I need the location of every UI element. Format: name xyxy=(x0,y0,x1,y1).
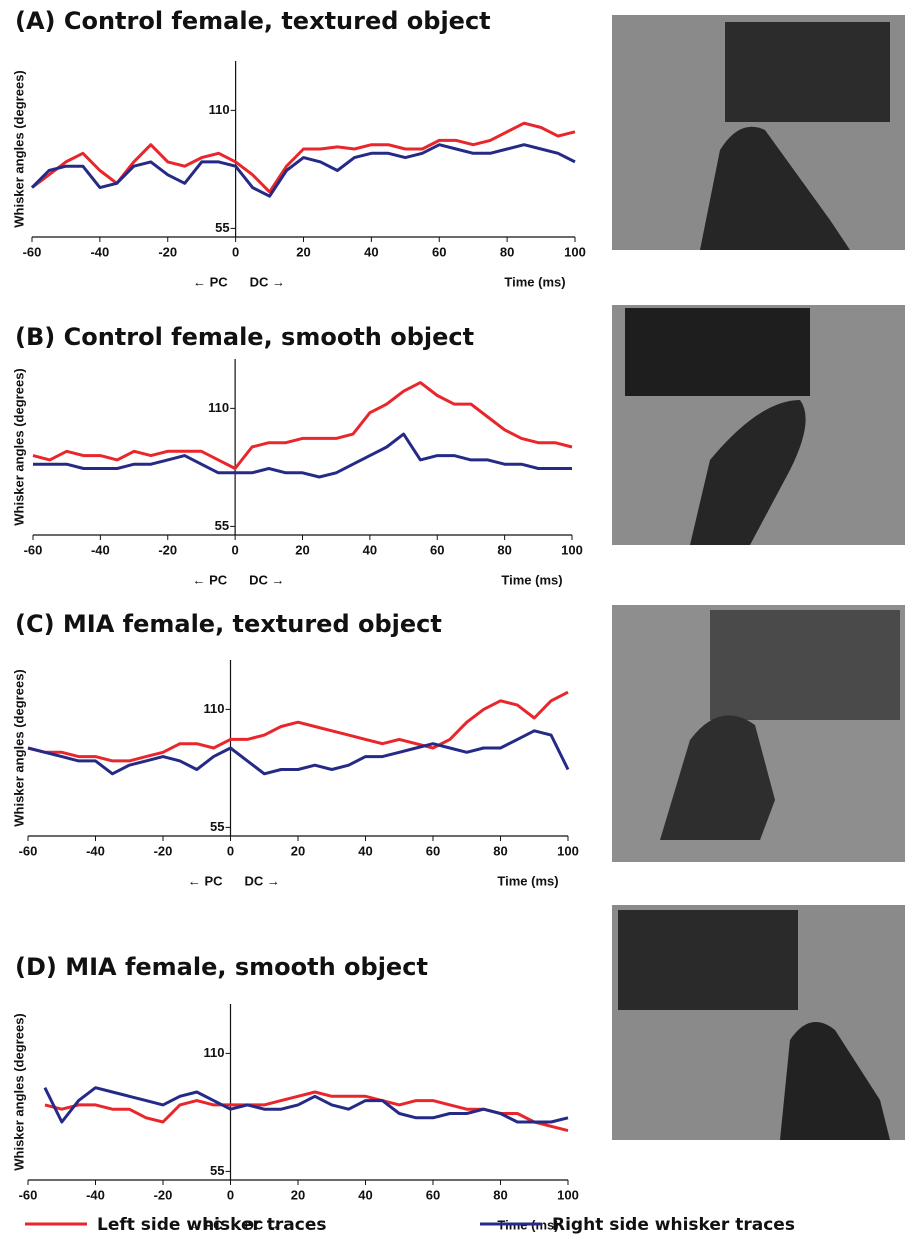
x-tick-label: 0 xyxy=(232,542,239,557)
x-tick-label: -20 xyxy=(158,542,177,557)
x-tick-label: 80 xyxy=(493,843,507,858)
x-tick-label: 100 xyxy=(564,244,586,259)
x-tick-label: 60 xyxy=(430,542,444,557)
series-line xyxy=(27,729,570,776)
chart-title: (B) Control female, smooth object xyxy=(15,323,474,351)
x-tick-label: -40 xyxy=(86,1187,105,1202)
x-tick-label: 100 xyxy=(557,843,579,858)
x-tick-label: -40 xyxy=(86,843,105,858)
mouse xyxy=(780,1022,890,1140)
x-tick-label: -60 xyxy=(23,244,42,259)
panel: (B) Control female, smooth object Whisker… xyxy=(11,323,582,587)
x-tick-label: 80 xyxy=(497,542,511,557)
series-line xyxy=(33,432,572,479)
x-tick-label: 20 xyxy=(291,1187,305,1202)
legend-label: Left side whisker traces xyxy=(97,1215,327,1235)
x-tick-label: 80 xyxy=(493,1187,507,1202)
annotation: ← PC xyxy=(193,274,228,289)
annotation: DC → xyxy=(250,274,285,289)
object xyxy=(625,308,810,396)
legend-label: Right side whisker traces xyxy=(552,1215,795,1235)
y-tick-label: 110 xyxy=(208,400,229,415)
chart-title: (C) MIA female, textured object xyxy=(15,610,442,638)
x-tick-label: -20 xyxy=(154,1187,173,1202)
y-tick-label: 110 xyxy=(209,102,230,117)
x-tick-label: 0 xyxy=(227,843,234,858)
panel: (D) MIA female, smooth object Whisker ang… xyxy=(11,953,578,1232)
annotation: DC → xyxy=(245,873,280,888)
x-tick-label: -20 xyxy=(154,843,173,858)
series-line xyxy=(32,381,573,470)
x-tick-label: -60 xyxy=(24,542,43,557)
annotation: ← PC xyxy=(192,572,227,587)
x-tick-label: 20 xyxy=(295,542,309,557)
x-tick-label: 20 xyxy=(296,244,310,259)
y-tick-label: 55 xyxy=(210,1163,224,1178)
x-tick-label: -60 xyxy=(19,843,38,858)
x-axis-label: Time (ms) xyxy=(504,274,565,289)
x-tick-label: 40 xyxy=(364,244,378,259)
object xyxy=(618,910,798,1010)
mouse xyxy=(700,126,850,250)
x-tick-label: 80 xyxy=(500,244,514,259)
x-tick-label: 100 xyxy=(557,1187,579,1202)
annotation: DC → xyxy=(245,1217,280,1232)
series-line xyxy=(43,1086,569,1124)
y-tick-label: 55 xyxy=(215,518,229,533)
y-tick-label: 110 xyxy=(204,1045,225,1060)
y-axis-label: Whisker angles (degrees) xyxy=(11,1013,26,1171)
object xyxy=(710,610,900,720)
x-tick-label: -40 xyxy=(91,542,110,557)
panel: (A) Control female, textured object Whisk… xyxy=(11,7,585,289)
annotation: ← PC xyxy=(188,873,223,888)
x-tick-label: 40 xyxy=(358,843,372,858)
y-tick-label: 55 xyxy=(215,220,229,235)
y-tick-label: 110 xyxy=(204,701,225,716)
chart-title: (D) MIA female, smooth object xyxy=(15,953,428,981)
y-axis-label: Whisker angles (degrees) xyxy=(11,368,26,526)
x-tick-label: 20 xyxy=(291,843,305,858)
chart-title: (A) Control female, textured object xyxy=(15,7,491,35)
panel: (C) MIA female, textured object Whisker a… xyxy=(11,610,578,888)
annotation: DC → xyxy=(249,572,284,587)
object xyxy=(725,22,890,122)
x-tick-label: 40 xyxy=(363,542,377,557)
x-tick-label: -40 xyxy=(90,244,109,259)
annotation: ← PC xyxy=(188,1217,223,1232)
y-axis-label: Whisker angles (degrees) xyxy=(11,70,26,228)
series-line xyxy=(30,143,576,198)
x-tick-label: 40 xyxy=(358,1187,372,1202)
x-axis-label: Time (ms) xyxy=(501,572,562,587)
series-line xyxy=(27,690,569,763)
x-tick-label: -20 xyxy=(158,244,177,259)
photos xyxy=(612,15,905,1140)
x-tick-label: 0 xyxy=(232,244,239,259)
x-tick-label: 60 xyxy=(426,1187,440,1202)
x-tick-label: 100 xyxy=(561,542,583,557)
x-tick-label: -60 xyxy=(19,1187,38,1202)
y-axis-label: Whisker angles (degrees) xyxy=(11,669,26,827)
mouse xyxy=(690,400,806,545)
y-tick-label: 55 xyxy=(210,819,224,834)
x-tick-label: 60 xyxy=(432,244,446,259)
x-tick-label: 0 xyxy=(227,1187,234,1202)
mouse xyxy=(660,715,775,840)
x-axis-label: Time (ms) xyxy=(497,873,558,888)
x-tick-label: 60 xyxy=(426,843,440,858)
